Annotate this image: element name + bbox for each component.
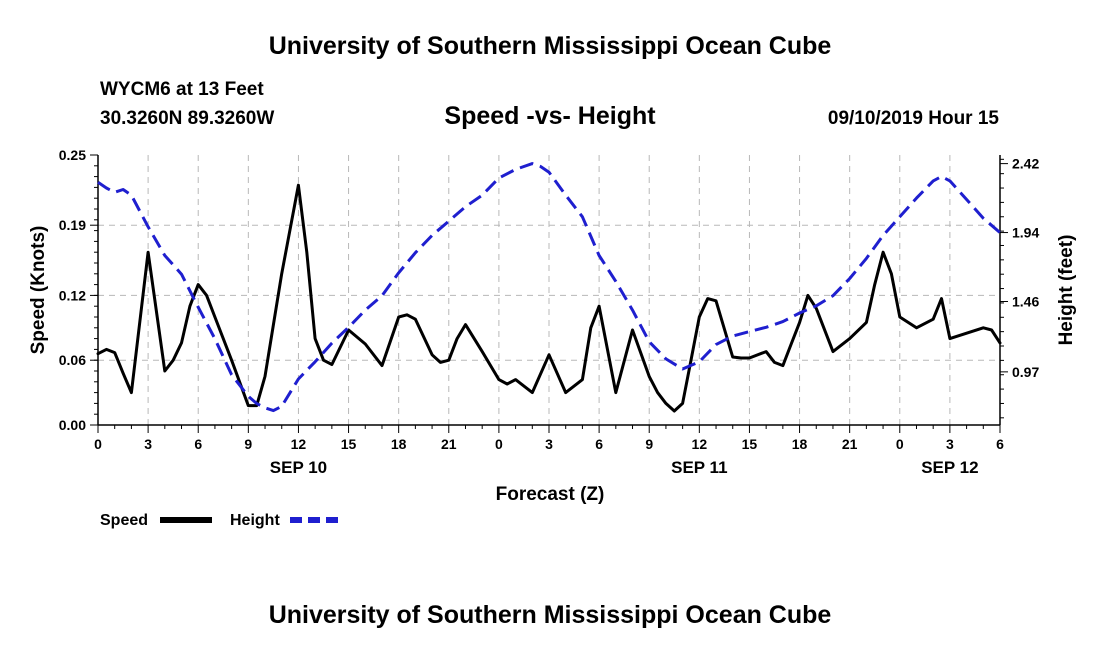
date-label: SEP 10 <box>270 458 327 477</box>
x-tick-label: 9 <box>645 436 653 452</box>
y-right-tick-label: 0.97 <box>1012 364 1039 380</box>
grid <box>98 155 1000 425</box>
x-tick-label: 15 <box>341 436 357 452</box>
date-label: SEP 11 <box>671 458 727 477</box>
axes: 0 3 6 9 12 15 18 21 0 3 6 9 12 15 18 21 0 3 6 SEP 10 SEP 11 S… <box>59 147 1040 477</box>
x-tick-label: 12 <box>291 436 307 452</box>
x-tick-label: 0 <box>896 436 904 452</box>
series-line-height <box>97 162 1001 413</box>
coords-label: 30.3260N 89.3260W <box>100 108 274 129</box>
title-top: University of Southern Mississippi Ocean… <box>269 32 832 60</box>
x-tick-label: 0 <box>94 436 102 452</box>
x-tick-label: 3 <box>946 436 954 452</box>
y-right-tick-label: 1.94 <box>1012 225 1039 241</box>
x-tick-label: 0 <box>495 436 503 452</box>
x-tick-label: 6 <box>595 436 603 452</box>
y-left-tick-label: 0.06 <box>59 352 86 368</box>
x-tick-label: 18 <box>391 436 407 452</box>
legend: Speed Height <box>100 512 342 529</box>
x-tick-label: 18 <box>792 436 808 452</box>
title-bottom: University of Southern Mississippi Ocean… <box>269 601 832 629</box>
y-left-tick-label: 0.19 <box>59 217 86 233</box>
x-tick-label: 6 <box>194 436 202 452</box>
legend-height-label: Height <box>230 512 280 529</box>
x-tick-label: 21 <box>842 436 858 452</box>
station-label: WYCM6 at 13 Feet <box>100 79 264 100</box>
datetime-label: 09/10/2019 Hour 15 <box>828 108 1000 129</box>
series-lines <box>96 162 1002 413</box>
y-axis-left-title: Speed (Knots) <box>28 226 49 355</box>
x-axis-title: Forecast (Z) <box>496 484 605 505</box>
y-right-tick-label: 2.42 <box>1012 156 1039 172</box>
x-tick-label: 3 <box>144 436 152 452</box>
x-tick-label: 21 <box>441 436 457 452</box>
x-tick-label: 6 <box>996 436 1004 452</box>
y-left-tick-label: 0.25 <box>59 147 86 163</box>
legend-speed-label: Speed <box>100 512 148 529</box>
y-right-tick-label: 1.46 <box>1012 293 1039 309</box>
x-tick-label: 15 <box>742 436 758 452</box>
y-axis-right-title: Height (feet) <box>1056 235 1077 346</box>
x-tick-label: 12 <box>692 436 708 452</box>
x-tick-label: 9 <box>244 436 252 452</box>
y-left-tick-label: 0.12 <box>59 287 86 303</box>
date-label: SEP 12 <box>921 458 978 477</box>
y-left-tick-label: 0.00 <box>59 417 86 433</box>
x-tick-label: 3 <box>545 436 553 452</box>
series-line-speed <box>96 183 1002 413</box>
chart-title: Speed -vs- Height <box>444 102 656 130</box>
